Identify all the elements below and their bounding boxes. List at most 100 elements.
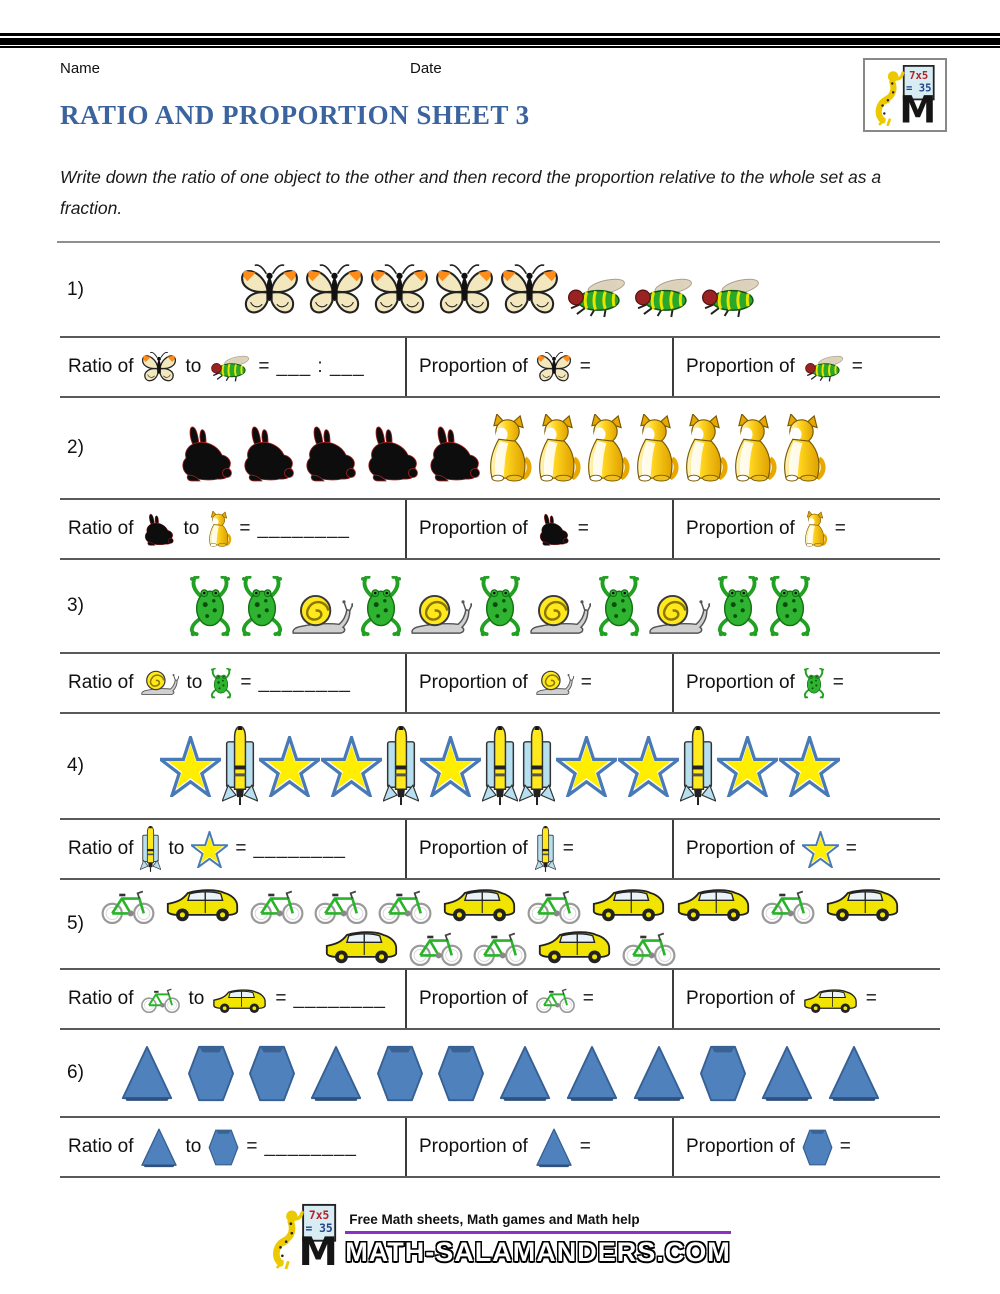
question-number: 6) (67, 1062, 84, 1083)
date-field-label: Date (410, 60, 442, 77)
picture-row (238, 261, 762, 318)
bike-icon (101, 890, 154, 924)
car-icon (804, 988, 857, 1013)
proportion-a-cell: Proportion of = (405, 500, 672, 558)
footer-site-name: MATH-SALAMANDERS.COM (345, 1236, 731, 1267)
answer-blank: ________ (264, 1136, 357, 1157)
star-icon (420, 735, 481, 797)
rocket-icon (383, 725, 419, 805)
butterfly-icon (306, 264, 363, 314)
frog-icon (769, 575, 811, 636)
car-icon (325, 931, 398, 964)
picture-row (120, 1044, 881, 1102)
rocket-icon (140, 825, 162, 872)
proportion-b-cell: Proportion of = (672, 820, 940, 878)
proportion-label: Proportion of (686, 672, 795, 693)
to-label: to (185, 1136, 202, 1157)
proportion-a-cell: Proportion of = (405, 338, 672, 396)
equals-sign: = (579, 356, 591, 377)
triangle-icon (499, 1046, 550, 1101)
to-label: to (186, 672, 203, 693)
car-icon (592, 889, 664, 922)
triangle-icon (121, 1046, 172, 1101)
triangle-icon (633, 1046, 684, 1101)
snail-icon (530, 594, 591, 634)
proportion-b-cell: Proportion of = (672, 338, 940, 396)
page-title: RATIO AND PROPORTION SHEET 3 (60, 100, 530, 130)
frog-icon (241, 575, 283, 636)
question-table: Ratio of to = ________ Proportion of = P… (60, 1116, 940, 1178)
math-salamanders-logo: 7x5 = 35 M (269, 1203, 341, 1275)
rabbit-icon (145, 513, 175, 546)
proportion-b-cell: Proportion of = (672, 654, 940, 712)
star-icon (556, 735, 617, 797)
ratio-label: Ratio of (68, 1136, 134, 1157)
bike-icon (314, 890, 367, 924)
pictures-area: 1) (60, 243, 940, 336)
proportion-label: Proportion of (686, 518, 795, 539)
question-number: 4) (67, 755, 84, 776)
ratio-label: Ratio of (68, 988, 134, 1009)
equals-sign: = (235, 838, 247, 859)
salamander-logo-graphic: 7x5 = 35 M (875, 65, 936, 126)
pictures-area: 5) (60, 880, 940, 968)
star-icon (321, 735, 382, 797)
hexagon-icon (437, 1045, 484, 1102)
bike-icon (622, 932, 676, 966)
question-number: 3) (67, 595, 84, 616)
cat-icon (734, 414, 777, 482)
to-label: to (188, 988, 205, 1009)
snail-icon (141, 670, 180, 695)
star-icon (191, 830, 229, 868)
proportion-a-cell: Proportion of = (405, 1118, 672, 1176)
ratio-cell: Ratio of to = ________ (60, 820, 405, 878)
car-icon (166, 889, 238, 922)
question-table: Ratio of to = ________ Proportion of = P… (60, 968, 940, 1030)
ratio-cell: Ratio of to = ________ (60, 970, 405, 1028)
snail-icon (292, 594, 353, 634)
equals-sign: = (832, 672, 844, 693)
picture-row (100, 882, 901, 924)
footer: 7x5 = 35 M Free Math sheets, Math games … (0, 1203, 1000, 1275)
bike-icon (761, 890, 814, 924)
to-label: to (168, 838, 185, 859)
triangle-icon (141, 1128, 178, 1167)
proportion-b-cell: Proportion of = (672, 500, 940, 558)
hexagon-icon (376, 1045, 423, 1102)
question-block: 1) Ratio of to = ___ : ___ Proportion of… (60, 243, 940, 398)
snail-icon (411, 594, 472, 634)
frog-icon (803, 667, 824, 698)
frog-icon (360, 575, 402, 636)
fly-icon (702, 278, 759, 318)
equals-sign: = (275, 988, 287, 1009)
answer-blank: ________ (293, 988, 386, 1009)
bike-icon (473, 932, 527, 966)
rocket-icon (534, 825, 556, 872)
bike-icon (535, 988, 575, 1013)
equals-sign: = (845, 838, 857, 859)
answer-blank: ___ : ___ (276, 356, 365, 377)
question-block: 4) Ratio of to = ________ Proportion of … (60, 714, 940, 880)
equals-sign: = (582, 988, 594, 1009)
rabbit-icon (539, 513, 569, 546)
svg-text:M: M (899, 88, 936, 126)
proportion-label: Proportion of (419, 988, 528, 1009)
star-icon (160, 735, 221, 797)
car-icon (826, 889, 898, 922)
equals-sign: = (239, 518, 251, 539)
cat-icon (783, 414, 826, 482)
frog-icon (717, 575, 759, 636)
rocket-icon (519, 725, 555, 805)
rocket-icon (482, 725, 518, 805)
rocket-icon (680, 725, 716, 805)
hexagon-icon (699, 1045, 746, 1102)
equals-sign: = (851, 356, 863, 377)
butterfly-icon (501, 264, 558, 314)
rabbit-icon (367, 426, 418, 482)
bike-icon (527, 890, 580, 924)
hexagon-icon (248, 1045, 295, 1102)
cat-icon (805, 511, 828, 547)
triangle-icon (828, 1046, 879, 1101)
car-icon (538, 931, 611, 964)
